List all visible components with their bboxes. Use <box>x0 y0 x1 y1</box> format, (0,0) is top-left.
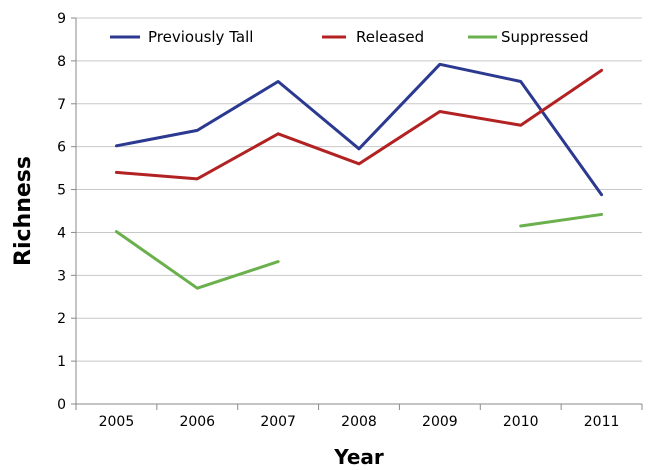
legend-item: Released <box>322 28 424 46</box>
legend-item: Previously Tall <box>110 28 253 46</box>
x-tick-label: 2010 <box>503 414 539 430</box>
x-axis-title: Year <box>333 445 384 469</box>
y-axis-title: Richness <box>11 156 36 266</box>
y-tick-label: 5 <box>57 183 66 199</box>
y-tick-label: 3 <box>57 268 66 284</box>
y-tick-label: 1 <box>57 354 66 370</box>
series-line-segment <box>519 212 604 228</box>
y-tick-label: 4 <box>57 225 66 241</box>
x-tick-label: 2011 <box>584 414 620 430</box>
y-tick-label: 7 <box>57 97 66 113</box>
series-released <box>114 68 604 181</box>
x-tick-label: 2006 <box>179 414 215 430</box>
x-tick-label: 2009 <box>422 414 458 430</box>
axes: 0 1 2 3 4 5 6 7 8 9 2005 2006 2007 2008 2009 2010 2011 <box>57 11 643 430</box>
y-tick-label: 8 <box>57 54 66 70</box>
legend: Previously Tall Released Suppressed <box>110 28 589 46</box>
legend-label: Released <box>356 28 424 46</box>
x-tick-label: 2008 <box>341 414 377 430</box>
y-tick-label: 2 <box>57 311 66 327</box>
y-tick-label: 6 <box>57 140 66 156</box>
series-previously-tall <box>114 62 604 197</box>
x-tick-label: 2005 <box>99 414 135 430</box>
y-tick-label: 0 <box>57 397 66 413</box>
legend-label: Previously Tall <box>148 28 253 46</box>
gridlines <box>76 17 642 362</box>
series-line-segment <box>114 230 280 290</box>
x-tick-label: 2007 <box>260 414 296 430</box>
series-suppressed <box>114 212 604 290</box>
series-line-segment <box>114 62 604 197</box>
legend-item: Suppressed <box>468 28 589 46</box>
legend-label: Suppressed <box>501 28 589 46</box>
series-lines <box>114 62 604 290</box>
y-tick-label: 9 <box>57 11 66 27</box>
series-line-segment <box>114 68 604 181</box>
